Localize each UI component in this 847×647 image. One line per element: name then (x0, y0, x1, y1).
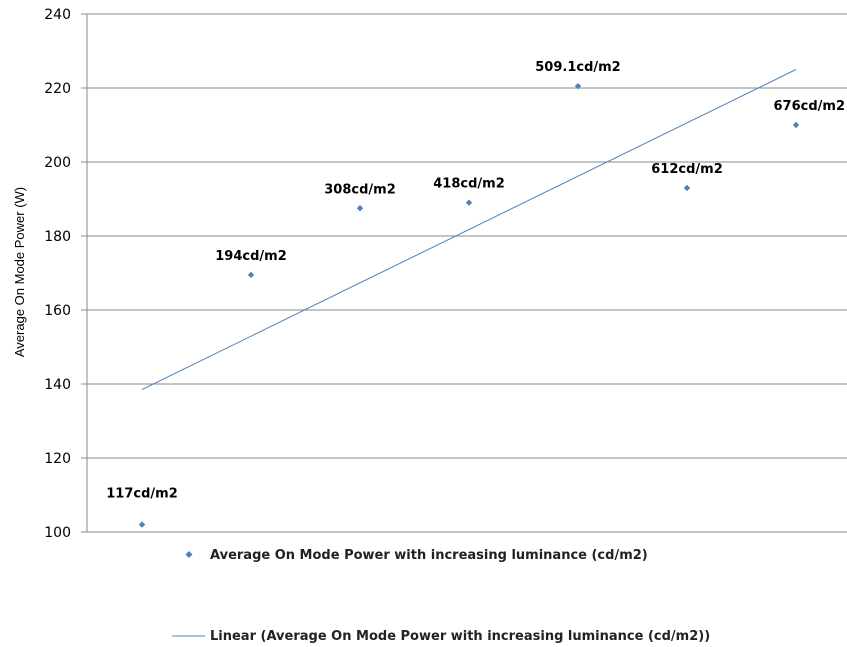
data-point-3 (356, 205, 364, 212)
y-tick-label-240: 240 (44, 7, 71, 23)
data-point-6 (683, 184, 691, 192)
y-tick-label-100: 100 (44, 525, 71, 541)
legend-label-series: Average On Mode Power with increasing lu… (210, 548, 648, 563)
data-label-4: 418cd/m2 (433, 177, 505, 192)
y-tick-label-200: 200 (44, 155, 71, 171)
trendline (141, 69, 797, 390)
data-labels: 117cd/m2 194cd/m2 308cd/m2 418cd/m2 509.1cd/… (106, 60, 845, 501)
legend-marker-diamond (185, 551, 193, 558)
data-label-7: 676cd/m2 (774, 99, 846, 114)
axes (81, 13, 88, 533)
y-tick-label-180: 180 (44, 229, 71, 245)
y-axis-label: Average On Mode Power (W) (12, 187, 27, 357)
data-label-6: 612cd/m2 (651, 162, 723, 177)
y-tick-label-120: 120 (44, 451, 71, 467)
data-point-2 (247, 271, 255, 279)
legend-label-trend: Linear (Average On Mode Power with incre… (210, 629, 710, 644)
y-tick-labels: 100 120 140 160 180 200 220 240 (44, 7, 71, 541)
data-point-1 (138, 521, 146, 528)
data-label-3: 308cd/m2 (324, 182, 396, 197)
trendline-group (141, 69, 797, 390)
y-tick-label-140: 140 (44, 377, 71, 393)
data-label-1: 117cd/m2 (106, 487, 178, 502)
y-tick-label-220: 220 (44, 81, 71, 97)
y-tick-label-160: 160 (44, 303, 71, 319)
data-point-5 (574, 82, 582, 90)
data-label-5: 509.1cd/m2 (535, 60, 620, 75)
grid (87, 13, 847, 533)
data-point-4 (465, 199, 473, 206)
data-point-7 (792, 121, 800, 129)
legend: Average On Mode Power with increasing lu… (172, 548, 710, 644)
data-label-2: 194cd/m2 (215, 249, 287, 264)
data-points (138, 82, 800, 528)
